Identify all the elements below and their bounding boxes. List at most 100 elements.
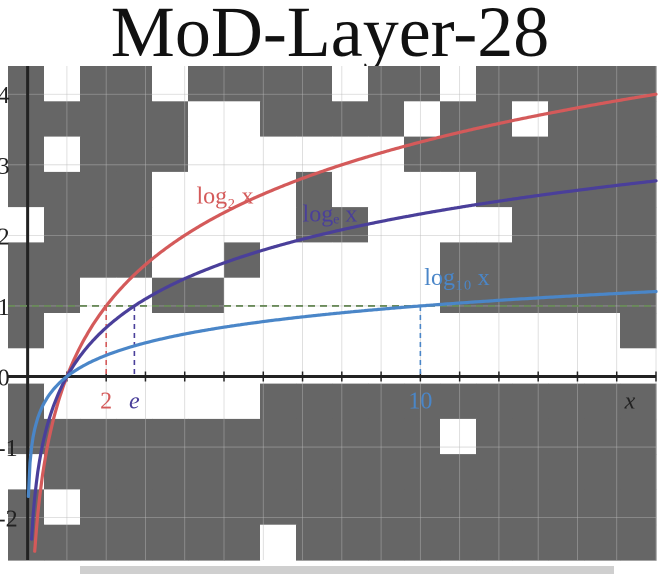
mask-cell bbox=[620, 171, 657, 208]
mask-cell bbox=[260, 418, 297, 455]
mask-cell bbox=[44, 242, 81, 279]
mask-cell bbox=[44, 489, 81, 526]
mask-cell bbox=[188, 418, 225, 455]
mask-cell bbox=[152, 136, 189, 173]
mask-cell bbox=[476, 242, 513, 279]
mask-cell bbox=[368, 489, 405, 526]
mask-cell bbox=[512, 418, 549, 455]
mask-cell bbox=[116, 66, 153, 102]
mask-cell bbox=[188, 383, 225, 420]
mask-cell bbox=[512, 171, 549, 208]
mask-cell bbox=[620, 136, 657, 173]
mask-cell bbox=[116, 524, 153, 561]
mask-cell bbox=[260, 207, 297, 243]
mask-cell bbox=[224, 171, 261, 208]
mask-cell bbox=[188, 66, 225, 102]
mask-cell bbox=[80, 207, 117, 243]
mask-cell bbox=[296, 383, 333, 420]
mask-cell bbox=[368, 454, 405, 490]
series-label: logₑ x bbox=[303, 201, 358, 227]
mask-cell bbox=[152, 348, 189, 385]
mask-cell bbox=[476, 66, 513, 102]
mask-cell bbox=[512, 524, 549, 561]
mask-cell bbox=[404, 489, 441, 526]
mask-cell bbox=[368, 348, 405, 385]
y-tick-label: 2 bbox=[0, 224, 10, 250]
mask-cell bbox=[116, 489, 153, 526]
mask-cell bbox=[80, 454, 117, 490]
mask-cell bbox=[152, 489, 189, 526]
mask-cell bbox=[584, 101, 621, 138]
mask-cell bbox=[224, 454, 261, 490]
mask-cell bbox=[44, 277, 81, 314]
mask-cell bbox=[404, 171, 441, 208]
mask-cell bbox=[584, 489, 621, 526]
mask-cell bbox=[152, 383, 189, 420]
mask-cell bbox=[80, 171, 117, 208]
mask-cell bbox=[476, 489, 513, 526]
mask-cell bbox=[512, 277, 549, 314]
mask-cell bbox=[260, 136, 297, 173]
scrollbar bbox=[80, 566, 614, 574]
mask-cell bbox=[188, 524, 225, 561]
series-label: log₁₀ x bbox=[424, 265, 489, 291]
x-tick-label: 10 bbox=[408, 389, 432, 415]
mask-cell bbox=[188, 489, 225, 526]
mask-cell bbox=[584, 66, 621, 102]
mask-cell bbox=[440, 277, 477, 314]
mask-cell bbox=[80, 383, 117, 420]
mask-cell bbox=[368, 313, 405, 349]
mask-cell bbox=[44, 171, 81, 208]
mask-cell bbox=[440, 454, 477, 490]
mask-cell bbox=[404, 348, 441, 385]
mask-cell bbox=[368, 66, 405, 102]
mask-cell bbox=[224, 136, 261, 173]
mask-cell bbox=[476, 524, 513, 561]
y-tick-label: -2 bbox=[0, 507, 18, 533]
mask-cell bbox=[80, 277, 117, 314]
series-label: log₂ x bbox=[197, 184, 254, 210]
mask-cell bbox=[404, 418, 441, 455]
mask-cell bbox=[584, 313, 621, 349]
mask-cell bbox=[80, 242, 117, 279]
mask-cell bbox=[620, 524, 657, 561]
mask-cell bbox=[584, 136, 621, 173]
mask-cell bbox=[44, 101, 81, 138]
mask-cell bbox=[296, 66, 333, 102]
mask-cell bbox=[224, 207, 261, 243]
mask-cell bbox=[260, 489, 297, 526]
mask-cell bbox=[152, 171, 189, 208]
mask-cell bbox=[152, 454, 189, 490]
curves bbox=[26, 92, 658, 553]
mask-cell bbox=[44, 524, 81, 561]
mask-cell bbox=[44, 454, 81, 490]
mask-cell bbox=[80, 101, 117, 138]
mask-cell bbox=[620, 277, 657, 314]
mask-cell bbox=[296, 348, 333, 385]
y-tick-label: 0 bbox=[0, 366, 10, 392]
mask-cell bbox=[224, 524, 261, 561]
mask-cell bbox=[620, 348, 657, 385]
x-tick-label: 2 bbox=[100, 389, 112, 415]
mask-cell bbox=[224, 101, 261, 138]
mask-cell bbox=[548, 66, 585, 102]
series-line bbox=[33, 92, 658, 553]
mask-cell bbox=[440, 383, 477, 420]
mask-cell bbox=[152, 277, 189, 314]
mask-cell bbox=[368, 418, 405, 455]
mask-cell bbox=[548, 489, 585, 526]
mask-cell bbox=[296, 101, 333, 138]
mask-cell bbox=[152, 101, 189, 138]
mask-cell bbox=[260, 524, 297, 561]
mask-cell bbox=[116, 454, 153, 490]
mask-cell bbox=[152, 524, 189, 561]
mask-cell bbox=[188, 454, 225, 490]
mask-cell bbox=[224, 313, 261, 349]
mask-cell bbox=[332, 242, 369, 279]
mask-cell bbox=[512, 348, 549, 385]
mask-cell bbox=[440, 171, 477, 208]
mask-cell bbox=[116, 383, 153, 420]
mask-cell bbox=[368, 383, 405, 420]
